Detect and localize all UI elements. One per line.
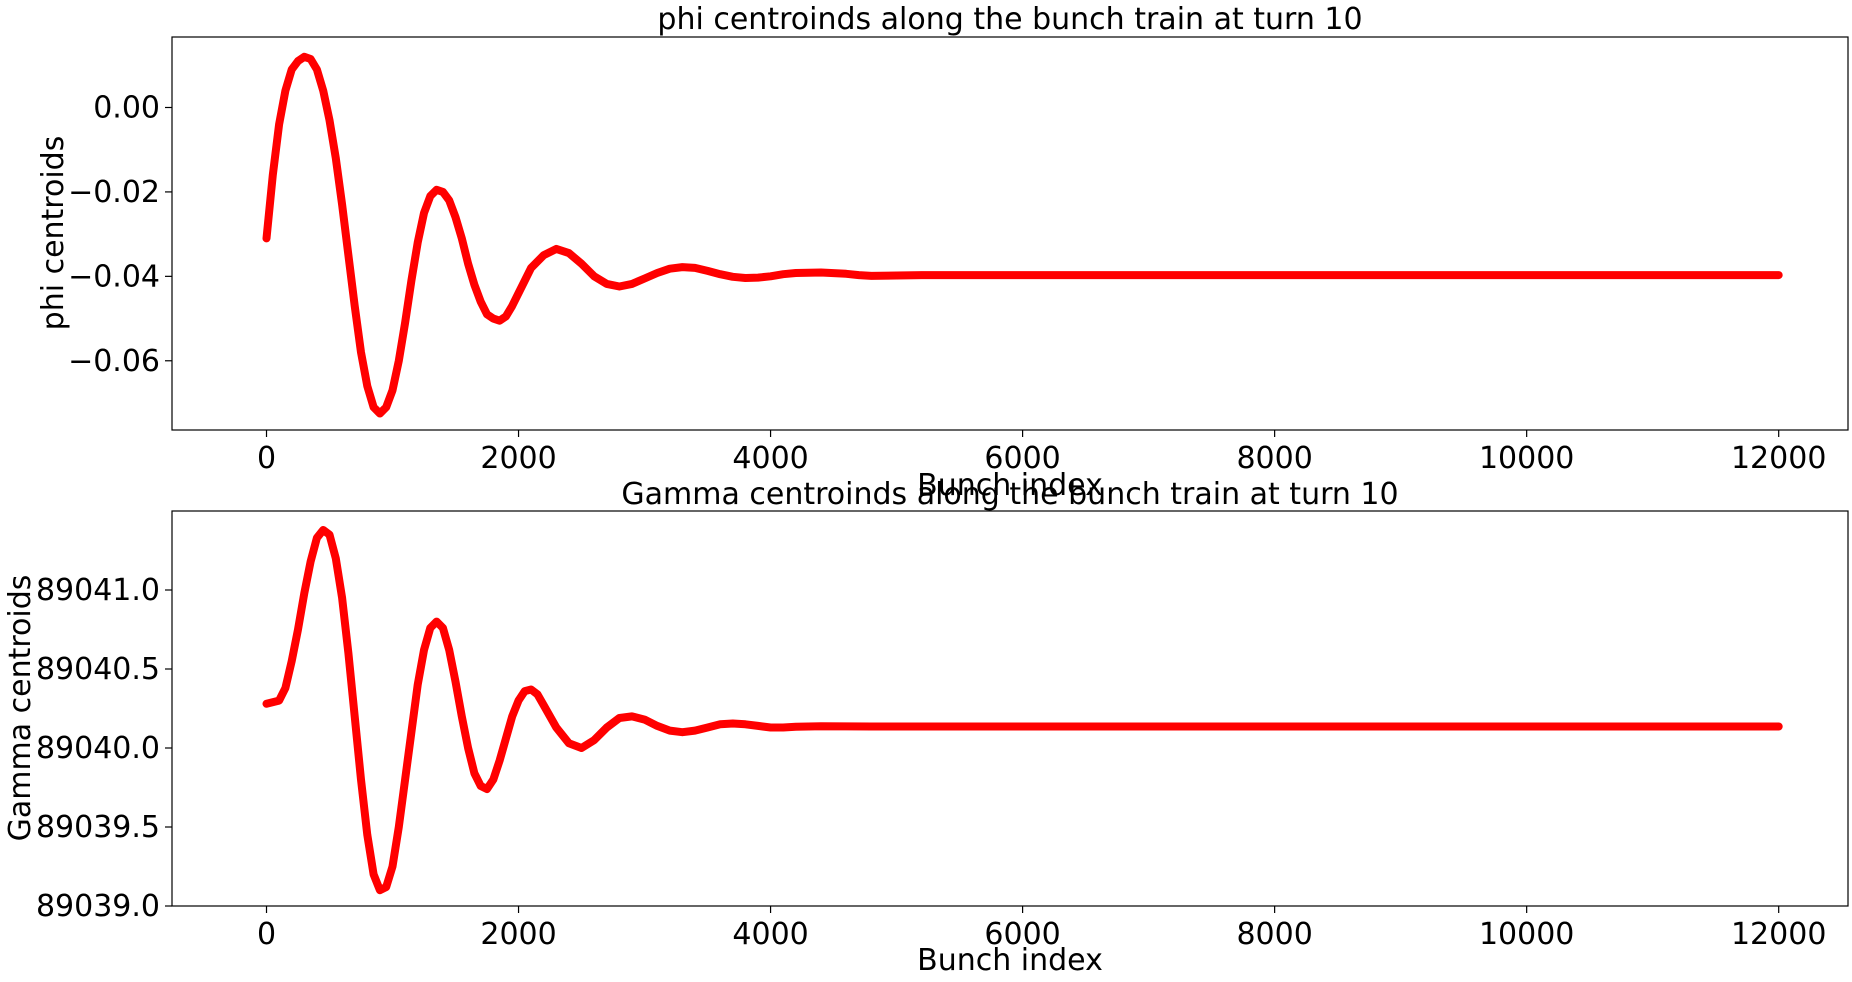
subplot-gamma: Gamma centroinds along the bunch train a… <box>3 477 1849 978</box>
x-axis-ticks: 0 2000 4000 6000 8000 10000 12000 <box>257 430 1826 476</box>
plot-area-frame <box>171 510 1849 907</box>
chart-title: phi centroinds along the bunch train at … <box>657 2 1362 37</box>
series-layer <box>262 52 1783 418</box>
x-tick-label: 8000 <box>1236 917 1312 952</box>
x-axis-label: Bunch index <box>917 468 1103 503</box>
x-tick-label: 12000 <box>1731 441 1826 476</box>
x-axis-label: Bunch index <box>917 943 1103 978</box>
x-tick-label: 2000 <box>480 917 556 952</box>
y-axis-label: Gamma centroids <box>3 575 38 842</box>
x-tick-label: 10000 <box>1479 441 1574 476</box>
y-tick-label: 89040.0 <box>36 731 160 766</box>
series-line-0 <box>262 526 1783 895</box>
subplot-phi: phi centroinds along the bunch train at … <box>36 2 1849 503</box>
x-tick-label: 6000 <box>984 441 1060 476</box>
x-axis-ticks: 0 2000 4000 6000 8000 10000 12000 <box>257 906 1826 952</box>
x-tick-label: 2000 <box>480 441 556 476</box>
series-line-0 <box>262 52 1783 418</box>
x-tick-label: 4000 <box>732 441 808 476</box>
y-tick-label: −0.02 <box>68 175 160 210</box>
y-tick-label: 89039.0 <box>36 889 160 924</box>
x-tick-label: 0 <box>257 441 276 476</box>
x-tick-label: 8000 <box>1236 441 1312 476</box>
y-axis-ticks: 89039.0 89039.5 89040.0 89040.5 89041.0 <box>36 573 172 924</box>
x-tick-label: 6000 <box>984 917 1060 952</box>
chart-title: Gamma centroinds along the bunch train a… <box>621 477 1398 512</box>
y-axis-ticks: 0.00 −0.02 −0.04 −0.06 <box>68 90 172 379</box>
y-tick-label: −0.06 <box>68 344 160 379</box>
x-tick-label: 12000 <box>1731 917 1826 952</box>
y-tick-label: 89041.0 <box>36 573 160 608</box>
y-tick-label: 89040.5 <box>36 652 160 687</box>
y-axis-label: phi centroids <box>36 136 71 331</box>
y-tick-label: −0.04 <box>68 259 160 294</box>
x-tick-label: 10000 <box>1479 917 1574 952</box>
plot-area-frame <box>171 36 1849 431</box>
x-tick-label: 4000 <box>732 917 808 952</box>
y-tick-label: 0.00 <box>93 90 160 125</box>
series-layer <box>262 526 1783 895</box>
x-tick-label: 0 <box>257 917 276 952</box>
y-tick-label: 89039.5 <box>36 810 160 845</box>
